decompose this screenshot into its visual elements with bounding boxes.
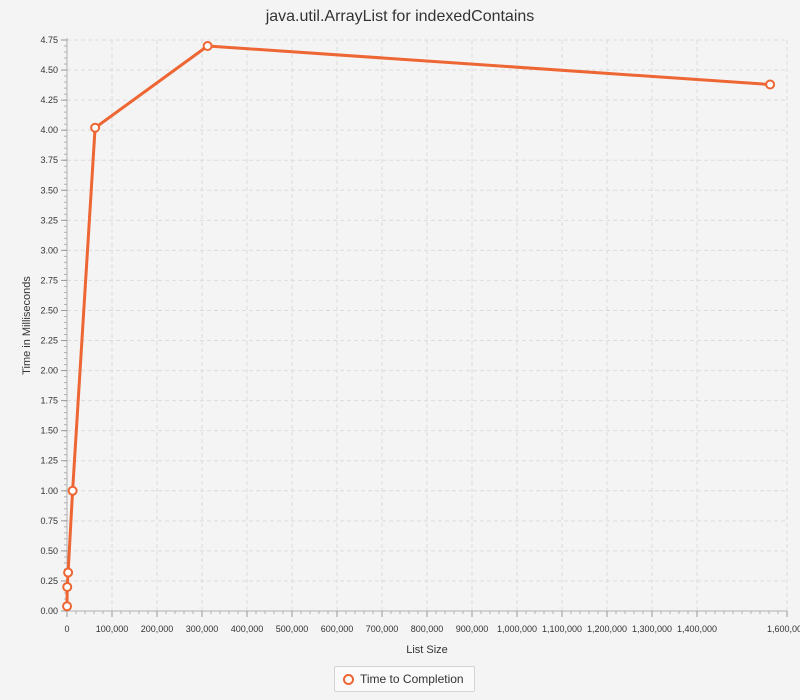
x-axis-label: List Size <box>406 644 448 656</box>
y-tick-label: 3.00 <box>40 245 58 255</box>
y-tick-label: 2.50 <box>40 305 58 315</box>
series-time-to-completion <box>62 41 776 612</box>
grid-lines <box>67 39 788 611</box>
y-tick-label: 3.50 <box>40 185 58 195</box>
y-tick-label: 3.25 <box>40 215 58 225</box>
data-point <box>62 581 73 592</box>
x-tick-label: 1,100,000 <box>542 624 582 634</box>
tick-labels: 0.00 0.25 0.50 0.75 1.00 1.25 1.50 1.75 2.00 2.25… <box>40 35 800 634</box>
x-tick-label: 100,000 <box>96 624 129 634</box>
data-point <box>202 41 213 52</box>
chart-title: java.util.ArrayList for indexedContains <box>265 8 535 25</box>
x-tick-label: 600,000 <box>321 624 354 634</box>
x-tick-label: 0 <box>64 624 69 634</box>
y-tick-label: 4.00 <box>40 125 58 135</box>
x-tick-label: 300,000 <box>186 624 219 634</box>
x-tick-label: 700,000 <box>366 624 399 634</box>
legend-label: Time to Completion <box>360 672 464 686</box>
x-tick-label: 1,300,000 <box>632 624 672 634</box>
y-tick-label: 4.25 <box>40 95 58 105</box>
y-tick-label: 1.00 <box>40 486 58 496</box>
y-tick-label: 1.75 <box>40 396 58 406</box>
x-tick-label: 1,000,000 <box>497 624 537 634</box>
y-tick-label: 3.75 <box>40 155 58 165</box>
y-tick-label: 2.00 <box>40 366 58 376</box>
x-tick-label: 1,400,000 <box>677 624 717 634</box>
y-tick-label: 4.50 <box>40 65 58 75</box>
legend-marker-icon <box>343 673 354 685</box>
data-point <box>90 122 101 133</box>
x-tick-label: 1,600,000 <box>767 624 800 634</box>
data-point <box>62 601 73 612</box>
y-tick-label: 4.75 <box>40 35 58 45</box>
y-tick-label: 0.25 <box>40 576 58 586</box>
data-point <box>67 485 78 496</box>
legend: Time to Completion <box>334 666 475 692</box>
y-tick-label: 2.25 <box>40 336 58 346</box>
x-tick-label: 200,000 <box>141 624 174 634</box>
data-point <box>765 79 776 90</box>
x-tick-label: 800,000 <box>411 624 444 634</box>
y-tick-label: 0.75 <box>40 516 58 526</box>
y-tick-label: 1.50 <box>40 426 58 436</box>
y-tick-label: 2.75 <box>40 275 58 285</box>
x-tick-label: 1,200,000 <box>587 624 627 634</box>
x-tick-label: 400,000 <box>231 624 264 634</box>
y-axis-label: Time in Milliseconds <box>21 276 33 375</box>
y-tick-label: 1.25 <box>40 456 58 466</box>
x-tick-label: 500,000 <box>276 624 309 634</box>
x-tick-label: 900,000 <box>456 624 489 634</box>
y-tick-label: 0.50 <box>40 546 58 556</box>
data-point <box>63 567 74 578</box>
axes <box>61 38 788 617</box>
y-tick-label: 0.00 <box>40 606 58 616</box>
